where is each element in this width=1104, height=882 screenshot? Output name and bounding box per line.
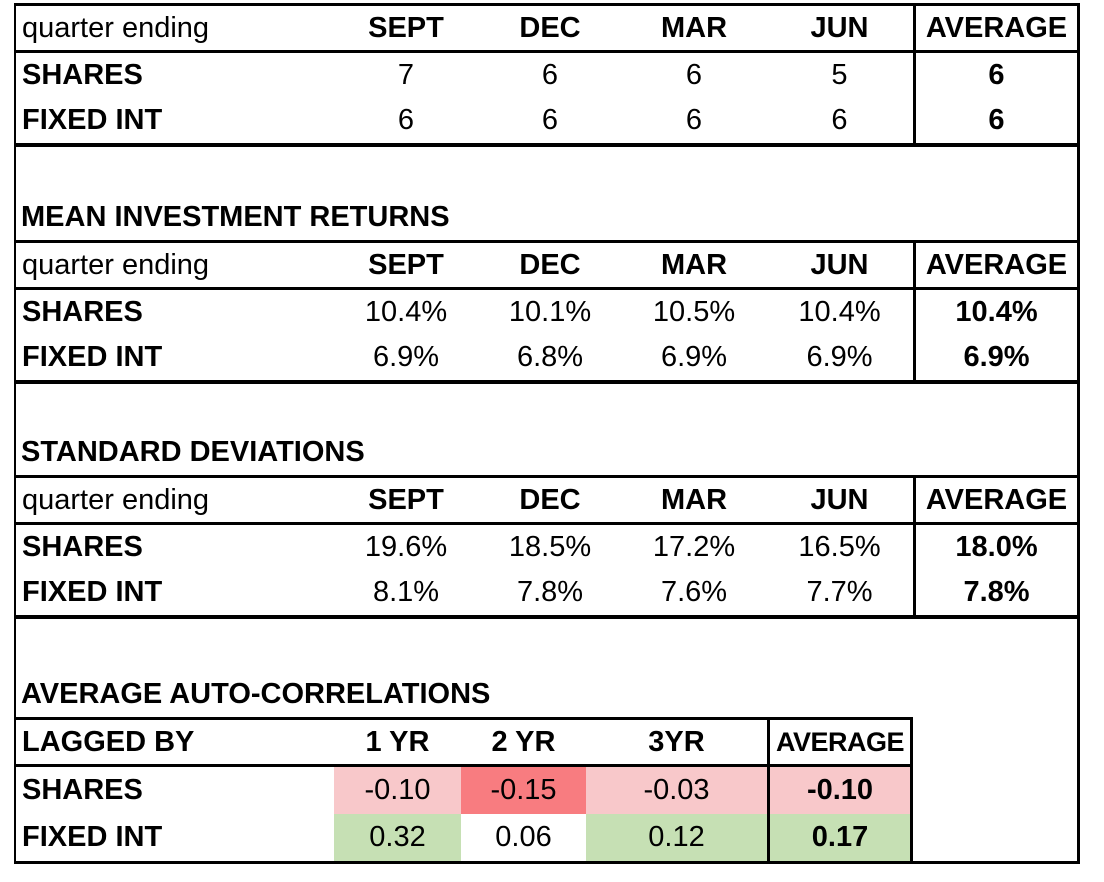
col-header-mar[interactable]: MAR [622, 478, 766, 525]
section-title-mean-returns: MEAN INVESTMENT RETURNS [21, 201, 450, 233]
col-header-average[interactable]: AVERAGE [913, 243, 1077, 290]
cell-fixedint-dec[interactable]: 6.8% [516, 341, 584, 373]
cell-fixedint-sept[interactable]: 6.9% [372, 341, 440, 373]
cell-shares-average[interactable]: 6 [913, 53, 1077, 98]
cell-shares-3yr[interactable]: -0.03 [586, 767, 767, 814]
cell-fixedint-sept[interactable]: 6 [397, 104, 415, 136]
col-header-dec[interactable]: DEC [478, 243, 622, 290]
cell-shares-mar[interactable]: 10.5% [652, 296, 736, 328]
col-header-sept[interactable]: SEPT [334, 478, 478, 525]
cell-fixedint-3yr[interactable]: 0.12 [586, 814, 767, 861]
col-header-3yr[interactable]: 3YR [586, 720, 767, 767]
row-label-shares[interactable]: SHARES [22, 296, 143, 328]
cell-shares-jun[interactable]: 16.5% [798, 531, 881, 563]
col-header-dec[interactable]: DEC [478, 478, 622, 525]
row-label-fixed-int[interactable]: FIXED INT [22, 341, 163, 373]
col-header-mar[interactable]: MAR [622, 6, 766, 53]
table-standard-deviations: quarter ending SEPT DEC MAR JUN AVERAGE … [16, 475, 1077, 619]
col-header-1yr[interactable]: 1 YR [334, 720, 461, 767]
cell-shares-dec[interactable]: 10.1% [508, 296, 592, 328]
cell-shares-mar[interactable]: 17.2% [652, 531, 736, 563]
spacer [16, 147, 1077, 195]
cell-fixedint-jun[interactable]: 6 [831, 104, 848, 136]
col-header-dec[interactable]: DEC [478, 6, 622, 53]
cell-shares-jun[interactable]: 10.4% [798, 296, 881, 328]
col-header-average[interactable]: AVERAGE [913, 6, 1077, 53]
cell-shares-2yr[interactable]: -0.15 [461, 767, 586, 814]
table-auto-correlations: LAGGED BY 1 YR 2 YR 3YR AVERAGE SHARES -… [16, 717, 913, 861]
cell-fixedint-dec[interactable]: 7.8% [516, 576, 584, 608]
header-quarter-ending[interactable]: quarter ending [16, 243, 334, 290]
cell-fixedint-mar[interactable]: 6 [685, 104, 703, 136]
cell-fixedint-average[interactable]: 6 [913, 98, 1077, 143]
row-label-fixed-int[interactable]: FIXED INT [22, 104, 163, 136]
row-label-shares[interactable]: SHARES [22, 531, 143, 563]
col-header-mar[interactable]: MAR [622, 243, 766, 290]
cell-fixedint-mar[interactable]: 7.6% [660, 576, 728, 608]
cell-shares-mar[interactable]: 6 [685, 59, 703, 91]
cell-shares-dec[interactable]: 6 [541, 59, 559, 91]
row-label-shares[interactable]: SHARES [22, 774, 143, 806]
section-title-auto-correlations: AVERAGE AUTO-CORRELATIONS [21, 678, 491, 710]
cell-fixedint-mar[interactable]: 6.9% [660, 341, 728, 373]
row-label-fixed-int[interactable]: FIXED INT [22, 821, 163, 853]
cell-fixedint-average[interactable]: 0.17 [767, 814, 910, 861]
cell-shares-average[interactable]: 10.4% [913, 290, 1077, 335]
cell-shares-sept[interactable]: 7 [397, 59, 415, 91]
cell-shares-dec[interactable]: 18.5% [508, 531, 592, 563]
cell-fixedint-average[interactable]: 7.8% [913, 570, 1077, 615]
cell-shares-sept[interactable]: 10.4% [364, 296, 448, 328]
cell-fixedint-average[interactable]: 6.9% [913, 335, 1077, 380]
header-quarter-ending[interactable]: quarter ending [16, 6, 334, 53]
section-title-standard-deviations: STANDARD DEVIATIONS [21, 436, 365, 468]
cell-fixedint-sept[interactable]: 8.1% [372, 576, 440, 608]
row-label-shares[interactable]: SHARES [22, 59, 143, 91]
col-header-average[interactable]: AVERAGE [913, 478, 1077, 525]
spacer [16, 619, 1077, 672]
spacer [16, 384, 1077, 430]
col-header-jun[interactable]: JUN [766, 6, 913, 53]
header-quarter-ending[interactable]: quarter ending [16, 478, 334, 525]
table-mean-returns: quarter ending SEPT DEC MAR JUN AVERAGE … [16, 240, 1077, 384]
col-header-sept[interactable]: SEPT [334, 6, 478, 53]
cell-shares-sept[interactable]: 19.6% [364, 531, 448, 563]
col-header-sept[interactable]: SEPT [334, 243, 478, 290]
cell-fixedint-jun[interactable]: 6.9% [806, 341, 873, 373]
col-header-jun[interactable]: JUN [766, 478, 913, 525]
header-lagged-by[interactable]: LAGGED BY [16, 720, 334, 767]
cell-shares-average[interactable]: 18.0% [913, 525, 1077, 570]
cell-shares-average[interactable]: -0.10 [767, 767, 910, 814]
row-label-fixed-int[interactable]: FIXED INT [22, 576, 163, 608]
cell-shares-1yr[interactable]: -0.10 [334, 767, 461, 814]
col-header-jun[interactable]: JUN [766, 243, 913, 290]
cell-fixedint-dec[interactable]: 6 [541, 104, 559, 136]
cell-fixedint-jun[interactable]: 7.7% [806, 576, 873, 608]
cell-fixedint-2yr[interactable]: 0.06 [461, 814, 586, 861]
spreadsheet-area: quarter ending SEPT DEC MAR JUN AVERAGE … [14, 3, 1080, 864]
col-header-2yr[interactable]: 2 YR [461, 720, 586, 767]
cell-shares-jun[interactable]: 5 [831, 59, 848, 91]
table-investment-counts: quarter ending SEPT DEC MAR JUN AVERAGE … [16, 6, 1077, 147]
col-header-average[interactable]: AVERAGE [767, 720, 910, 767]
cell-fixedint-1yr[interactable]: 0.32 [334, 814, 461, 861]
